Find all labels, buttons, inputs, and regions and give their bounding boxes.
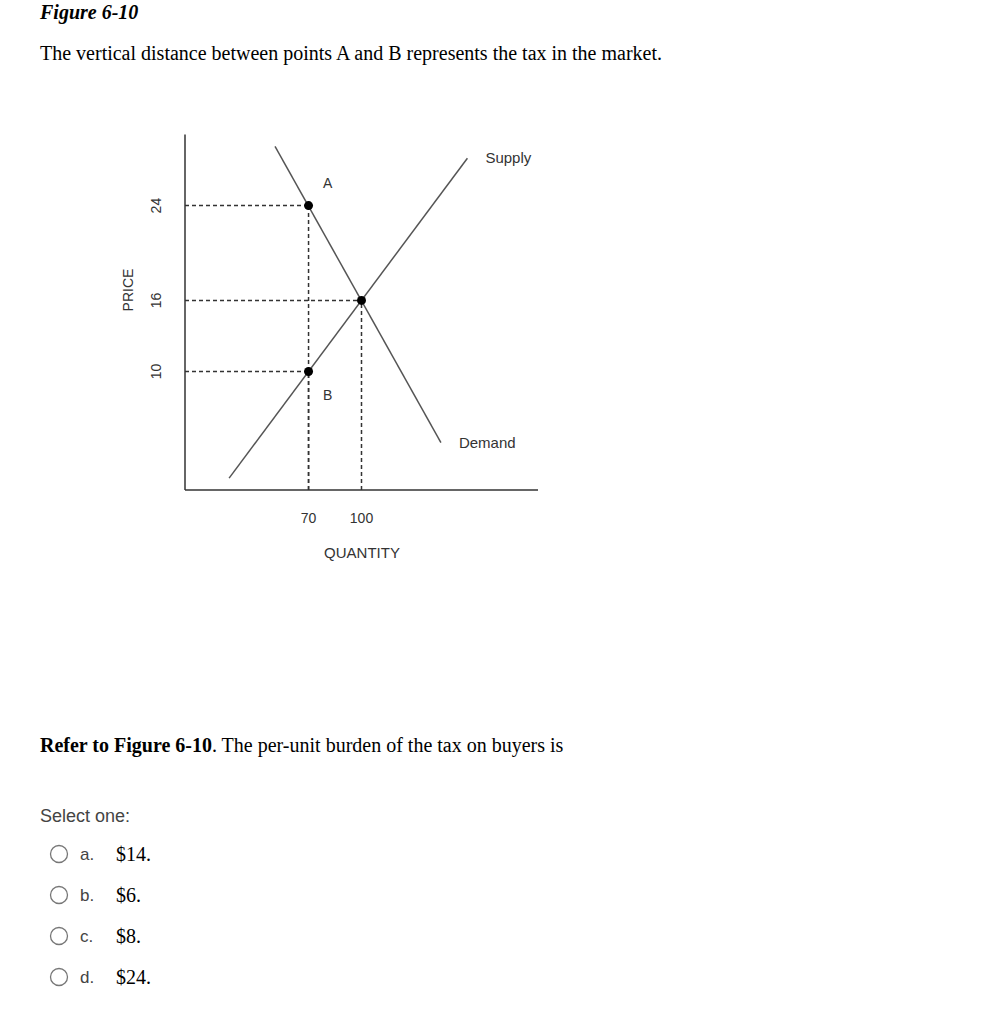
series-label: Supply — [485, 149, 531, 166]
guide-vertical — [361, 300, 363, 490]
guide-horizontal — [185, 371, 309, 373]
x-axis — [185, 489, 538, 491]
series-line — [229, 158, 467, 478]
option-letter: b. — [80, 886, 94, 905]
question: Refer to Figure 6-10. The per-unit burde… — [40, 734, 564, 757]
point — [357, 296, 366, 305]
x-axis-label: QUANTITY — [324, 544, 400, 561]
guide-vertical — [308, 372, 310, 491]
figure-caption: The vertical distance between points A a… — [40, 42, 662, 65]
annotation: A — [323, 175, 333, 191]
guides — [185, 206, 362, 490]
y-axis-label: PRICE — [120, 269, 136, 312]
point — [304, 201, 313, 210]
option-text: $8. — [116, 925, 141, 947]
x-tick-label: 70 — [301, 510, 317, 526]
guide-vertical — [308, 206, 310, 490]
y-tick-label: 24 — [148, 198, 164, 214]
option-text: $6. — [116, 884, 141, 906]
option-letter: a. — [80, 845, 94, 864]
guide-horizontal — [185, 300, 362, 302]
point — [304, 367, 313, 376]
radio[interactable] — [51, 928, 68, 945]
question-text: . The per-unit burden of the tax on buye… — [212, 734, 564, 757]
series-label: Demand — [459, 434, 516, 451]
radio[interactable] — [51, 846, 68, 863]
page: Figure 6-10 The vertical distance between… — [0, 0, 982, 1024]
guide-horizontal — [185, 205, 309, 207]
option-letter: d. — [80, 968, 94, 987]
series-line — [275, 146, 441, 442]
radio[interactable] — [51, 969, 68, 986]
y-tick-label: 16 — [148, 292, 164, 308]
option-letter: c. — [80, 927, 93, 946]
question-reference: Refer to Figure 6-10 — [40, 734, 212, 757]
series-group — [229, 146, 467, 478]
x-tick-label: 100 — [350, 510, 374, 526]
figure-title: Figure 6-10 — [39, 1, 138, 24]
annotation: B — [323, 387, 332, 403]
chart: Supply Demand A B 10 16 24 70 100 PRICE QUANTITY — [120, 135, 538, 562]
radio[interactable] — [51, 887, 68, 904]
option-text: $14. — [116, 843, 151, 865]
y-axis — [184, 135, 186, 491]
prompt: Select one: — [40, 806, 130, 826]
option-text: $24. — [116, 966, 151, 988]
y-tick-label: 10 — [148, 364, 164, 380]
